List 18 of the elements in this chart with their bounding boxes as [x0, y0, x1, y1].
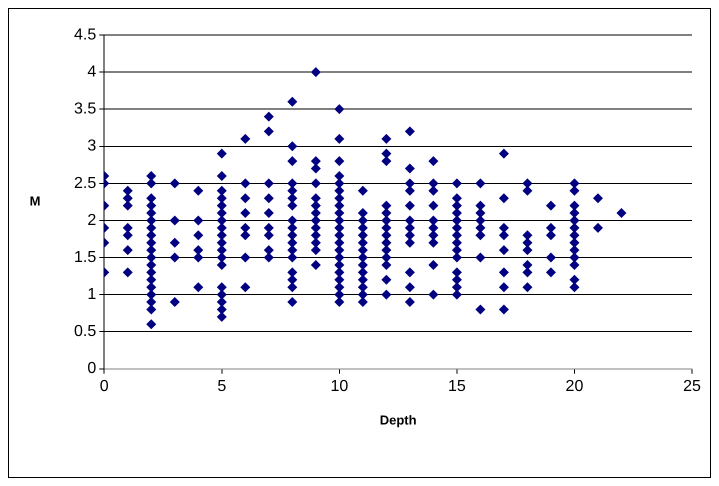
y-tick-label: 4.5	[74, 26, 96, 44]
y-axis-title: M	[30, 193, 40, 208]
x-tick-label: 10	[330, 378, 348, 395]
x-tick-label: 25	[683, 378, 701, 395]
x-tick-label: 20	[566, 378, 584, 395]
y-tick-label: 2	[87, 212, 96, 229]
y-tick-label: 3.5	[74, 100, 96, 118]
x-axis-title: Depth	[380, 412, 417, 428]
y-tick-label: 3	[87, 138, 96, 155]
y-tick-label: 1	[87, 286, 96, 304]
y-tick-label: 0.5	[74, 323, 96, 340]
x-tick-label: 15	[448, 378, 466, 395]
y-tick-label: 4	[87, 63, 96, 80]
y-tick-label: 2.5	[74, 174, 96, 192]
y-tick-label: 0	[87, 360, 96, 378]
x-tick-label: 5	[217, 378, 226, 395]
y-tick-label: 1.5	[74, 248, 96, 266]
x-tick-label: 0	[100, 378, 109, 395]
